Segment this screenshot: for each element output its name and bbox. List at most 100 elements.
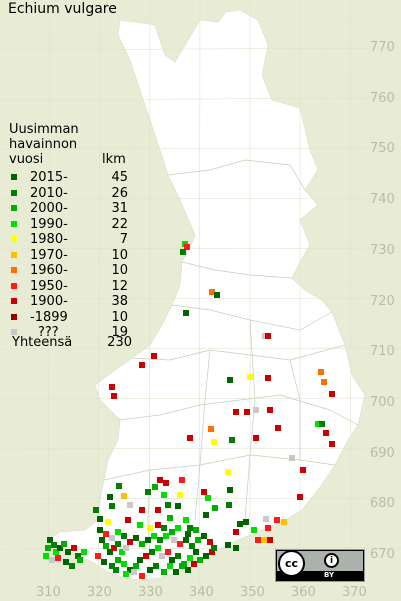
observation-dot: [161, 569, 167, 575]
observation-dot: [297, 494, 303, 500]
observation-dot: [47, 537, 53, 543]
observation-dot: [267, 407, 273, 413]
observation-dot: [63, 559, 69, 565]
observation-dot: [69, 563, 75, 569]
observation-dot: [233, 409, 239, 415]
y-tick-label: 670: [370, 547, 395, 562]
observation-dot: [203, 553, 209, 559]
y-tick-label: 750: [370, 141, 395, 157]
observation-dot: [163, 533, 169, 539]
observation-dot: [253, 407, 259, 413]
observation-dot: [93, 507, 99, 513]
observation-dot: [75, 553, 81, 559]
observation-dot: [251, 527, 257, 533]
observation-dot: [211, 545, 217, 551]
observation-dot: [111, 545, 117, 551]
observation-dot: [119, 549, 125, 555]
observation-dot: [267, 537, 273, 543]
observation-dot: [101, 559, 107, 565]
observation-dot: [103, 531, 109, 537]
observation-dot: [51, 542, 57, 548]
observation-dot: [177, 492, 183, 498]
observation-dot: [151, 533, 157, 539]
observation-dot: [183, 537, 189, 543]
region-borders: [103, 159, 359, 561]
observation-dot: [318, 369, 324, 375]
observation-dot: [123, 571, 129, 577]
observation-dot: [127, 567, 133, 573]
observation-dot: [179, 477, 185, 483]
observation-dot: [127, 502, 133, 508]
observation-dot: [109, 563, 115, 569]
observation-dot: [189, 543, 195, 549]
observation-dot: [185, 567, 191, 573]
observation-dot: [209, 549, 215, 555]
observation-dot: [187, 525, 193, 531]
observation-dot: [97, 516, 103, 522]
observation-dot: [175, 553, 181, 559]
observation-dot: [55, 555, 61, 561]
observation-dot: [155, 545, 161, 551]
observation-dot: [183, 310, 189, 316]
observation-dot: [65, 549, 71, 555]
observation-dot: [167, 515, 173, 521]
observation-dot: [137, 522, 143, 528]
observation-dot: [329, 391, 335, 397]
y-tick-label: 720: [370, 293, 395, 309]
observation-dot: [97, 527, 103, 533]
observation-dot: [265, 333, 271, 339]
observation-dot: [191, 561, 197, 567]
y-tick-label: 710: [370, 344, 395, 360]
observation-dot: [281, 519, 287, 525]
observation-dot: [157, 477, 163, 483]
observation-dot: [184, 244, 190, 250]
observation-dot: [123, 545, 129, 551]
observation-dot: [99, 537, 105, 543]
observation-dot: [121, 533, 127, 539]
observation-dot: [81, 549, 87, 555]
observation-dot: [211, 439, 217, 445]
y-tick-label: 700: [370, 394, 395, 410]
observation-dot: [255, 537, 261, 543]
observation-dot: [139, 507, 145, 513]
x-tick-label: 360: [291, 585, 316, 600]
cc-by-license-badge[interactable]: cc i BY: [275, 549, 365, 582]
observation-dot: [201, 533, 207, 539]
observation-dot: [275, 425, 281, 431]
observation-dot: [225, 542, 231, 548]
observation-dot: [225, 469, 231, 475]
observation-dot: [187, 555, 193, 561]
observation-dot: [133, 563, 139, 569]
observation-dot: [45, 545, 51, 551]
observation-dot: [165, 549, 171, 555]
observation-dot: [329, 441, 335, 447]
person-icon: i: [324, 553, 339, 568]
observation-dot: [161, 525, 167, 531]
x-tick-label: 330: [138, 585, 163, 600]
observation-dot: [233, 545, 239, 551]
observation-dot: [253, 435, 259, 441]
observation-dot: [265, 525, 271, 531]
observation-dot: [109, 535, 115, 541]
observation-dot: [165, 502, 171, 508]
observation-dot: [161, 492, 167, 498]
observation-dot: [226, 502, 232, 508]
observation-dot: [207, 539, 213, 545]
by-label: BY: [324, 571, 335, 579]
observation-dot: [193, 527, 199, 533]
observation-dot: [71, 545, 77, 551]
observation-dot: [113, 567, 119, 573]
observation-dot: [61, 541, 67, 547]
observation-dot: [177, 541, 183, 547]
observation-dot: [244, 409, 250, 415]
observation-dot: [139, 362, 145, 368]
observation-dot: [95, 553, 101, 559]
observation-dot: [107, 549, 113, 555]
observation-dot: [147, 567, 153, 573]
observation-dot: [43, 553, 49, 559]
observation-dot: [185, 531, 191, 537]
x-tick-label: 320: [87, 585, 112, 600]
observation-dot: [53, 549, 59, 555]
